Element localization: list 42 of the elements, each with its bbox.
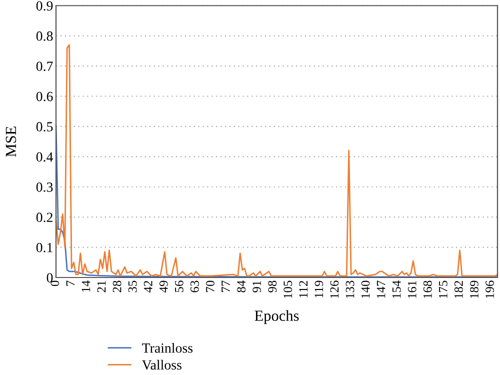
x-tick-label: 196 [486,280,494,298]
x-tick-label: 112 [299,280,308,298]
x-tick-label: 133 [346,280,354,298]
x-tick-label: 154 [392,280,401,298]
x-tick-label: 161 [408,281,416,298]
x-tick-label: 7 [66,280,75,286]
y-tick-label: 0.1 [36,242,52,252]
legend-label: Valloss [142,360,182,370]
y-tick-label: 0.7 [36,62,53,72]
x-tick-label: 119 [314,280,324,298]
x-tick-label: 42 [144,280,152,293]
x-tick-label: 49 [159,280,168,293]
x-tick-label: 126 [330,280,339,298]
y-tick-label: 0.6 [36,92,53,102]
x-tick-label: 70 [206,280,214,292]
x-tick-label: 35 [128,280,137,292]
x-tick-label: 147 [376,280,386,298]
y-tick-label: 0.4 [36,152,54,162]
x-tick-label: 28 [112,280,122,292]
y-tick-label: 0.3 [36,182,53,192]
x-tick-label: 14 [82,280,90,292]
x-tick-label: 77 [222,280,230,292]
x-tick-label: 168 [423,280,432,298]
x-tick-label: 0 [50,280,60,286]
y-tick-label: 0.5 [36,122,53,132]
x-tick-label: 182 [454,280,463,298]
y-tick-label: 0.8 [36,31,53,41]
x-tick-label: 21 [97,281,106,292]
y-axis-title: MSE [6,126,16,157]
x-tick-label: 84 [237,280,246,292]
y-tick-label: 0.9 [36,1,53,11]
x-tick-label: 63 [190,280,199,292]
x-tick-label: 189 [470,280,478,298]
x-tick-label: 105 [284,280,292,298]
y-tick-label: 0.2 [36,212,52,222]
x-tick-label: 56 [174,280,184,292]
x-tick-label: 175 [439,280,448,298]
x-tick-label: 140 [361,280,370,298]
x-tick-label: 98 [268,280,277,292]
x-axis-title: Epochs [254,310,299,324]
x-tick-label: 91 [252,281,262,292]
legend-label: Trainloss [142,343,193,353]
